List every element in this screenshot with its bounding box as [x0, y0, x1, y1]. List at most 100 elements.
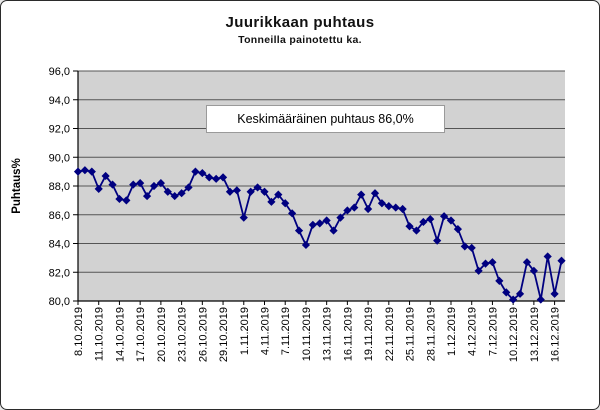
- x-tick-label: 16.11.2019: [342, 307, 354, 361]
- y-gridlines: [78, 70, 565, 273]
- y-tick-label: 92,0: [49, 124, 70, 136]
- data-point-marker: [405, 222, 414, 231]
- data-point-marker: [308, 220, 317, 229]
- x-tick-label: 4.12.2019: [467, 307, 479, 356]
- x-tick-label: 23.10.2019: [177, 307, 189, 362]
- y-tick-label: 86,0: [49, 210, 70, 222]
- data-point-marker: [343, 206, 352, 215]
- data-point-marker: [391, 203, 400, 212]
- x-tick-label: 8.10.2019: [73, 307, 85, 356]
- data-point-marker: [357, 190, 366, 199]
- data-point-marker: [177, 189, 186, 198]
- y-tick-label: 80,0: [49, 296, 70, 308]
- x-tick-label: 19.11.2019: [363, 307, 375, 361]
- data-point-marker: [136, 179, 145, 188]
- data-point-marker: [260, 187, 269, 196]
- data-point-marker: [253, 183, 262, 192]
- data-point-marker: [419, 217, 428, 227]
- x-tick-label: 11.10.2019: [94, 307, 106, 361]
- y-tick-label: 96,0: [49, 66, 70, 78]
- x-tick-label: 13.12.2019: [529, 307, 541, 362]
- x-tick-label: 20.10.2019: [156, 307, 168, 362]
- x-tick-label: 25.11.2019: [405, 307, 417, 361]
- data-point-marker: [246, 187, 255, 196]
- data-point-marker: [101, 171, 110, 181]
- data-point-marker: [474, 266, 483, 275]
- x-tick-label: 28.11.2019: [425, 307, 437, 361]
- data-point-marker: [281, 199, 290, 208]
- data-point-marker: [460, 242, 469, 251]
- data-point-marker: [315, 219, 324, 228]
- data-point-marker: [149, 181, 159, 191]
- x-tick-label: 10.11.2019: [301, 307, 313, 361]
- data-point-marker: [322, 216, 331, 225]
- data-point-marker: [267, 197, 276, 206]
- x-tick-label: 29.10.2019: [218, 307, 230, 362]
- data-point-marker: [184, 183, 193, 192]
- y-axis-title: Puhtaus%: [11, 158, 23, 214]
- y-tick-label: 84,0: [49, 239, 70, 251]
- data-point-marker: [336, 213, 345, 222]
- data-point-marker: [142, 191, 152, 201]
- data-point-marker: [543, 252, 552, 261]
- data-point-marker: [453, 225, 462, 234]
- data-point-marker: [522, 258, 532, 267]
- data-point-marker: [529, 266, 538, 275]
- y-tick-label: 90,0: [49, 152, 70, 164]
- data-series: [73, 166, 566, 304]
- data-point-marker: [446, 216, 456, 225]
- data-point-marker: [550, 289, 559, 298]
- data-point-marker: [426, 214, 435, 224]
- data-point-marker: [163, 187, 172, 196]
- data-point-marker: [294, 226, 304, 235]
- data-point-marker: [115, 194, 124, 204]
- data-point-marker: [433, 236, 442, 245]
- x-tick-label: 22.11.2019: [384, 307, 396, 361]
- data-point-marker: [94, 184, 103, 193]
- x-tick-label: 1.11.2019: [239, 307, 251, 355]
- y-tick-label: 88,0: [49, 181, 70, 193]
- data-point-marker: [198, 168, 207, 178]
- x-axis-labels: 8.10.2019 11.10.2019 14.10.2019 17.10.2019 2…: [73, 301, 562, 362]
- x-tick-label: 17.10.2019: [135, 307, 147, 362]
- data-point-marker: [377, 199, 387, 208]
- chart-subtitle: Tonneilla painotettu ka.: [238, 34, 362, 46]
- data-point-marker: [488, 258, 497, 267]
- average-purity-annotation: Keskimääräinen puhtaus 86,0%: [206, 105, 445, 133]
- data-point-marker: [129, 180, 138, 189]
- data-point-marker: [350, 203, 359, 212]
- y-tick-label: 94,0: [49, 95, 70, 107]
- data-point-marker: [370, 189, 380, 198]
- x-tick-label: 26.10.2019: [197, 307, 209, 362]
- data-point-marker: [329, 226, 338, 235]
- data-point-marker: [502, 288, 511, 297]
- data-point-marker: [205, 173, 214, 182]
- data-point-marker: [412, 226, 421, 235]
- data-point-marker: [239, 213, 248, 222]
- data-point-marker: [481, 259, 490, 268]
- data-point-marker: [156, 179, 165, 188]
- data-point-marker: [509, 295, 518, 304]
- data-point-marker: [108, 180, 117, 189]
- data-point-marker: [274, 190, 283, 199]
- x-tick-label: 16.12.2019: [550, 307, 562, 362]
- data-point-marker: [73, 167, 83, 176]
- data-point-marker: [288, 209, 297, 218]
- chart-title: Juurikkaan puhtaus: [225, 14, 375, 31]
- data-point-marker: [364, 204, 373, 214]
- data-point-marker: [218, 173, 228, 182]
- x-tick-label: 14.10.2019: [114, 307, 126, 362]
- data-point-marker: [439, 212, 449, 221]
- data-point-marker: [122, 196, 131, 205]
- data-point-marker: [301, 240, 311, 250]
- data-point-marker: [536, 295, 545, 304]
- y-tick-label: 82,0: [49, 267, 70, 279]
- x-tick-label: 4.11.2019: [259, 307, 271, 355]
- data-point-marker: [384, 202, 393, 211]
- data-point-marker: [232, 186, 241, 195]
- data-point-marker: [557, 256, 566, 265]
- x-tick-label: 13.11.2019: [322, 307, 334, 361]
- data-point-marker: [212, 174, 221, 183]
